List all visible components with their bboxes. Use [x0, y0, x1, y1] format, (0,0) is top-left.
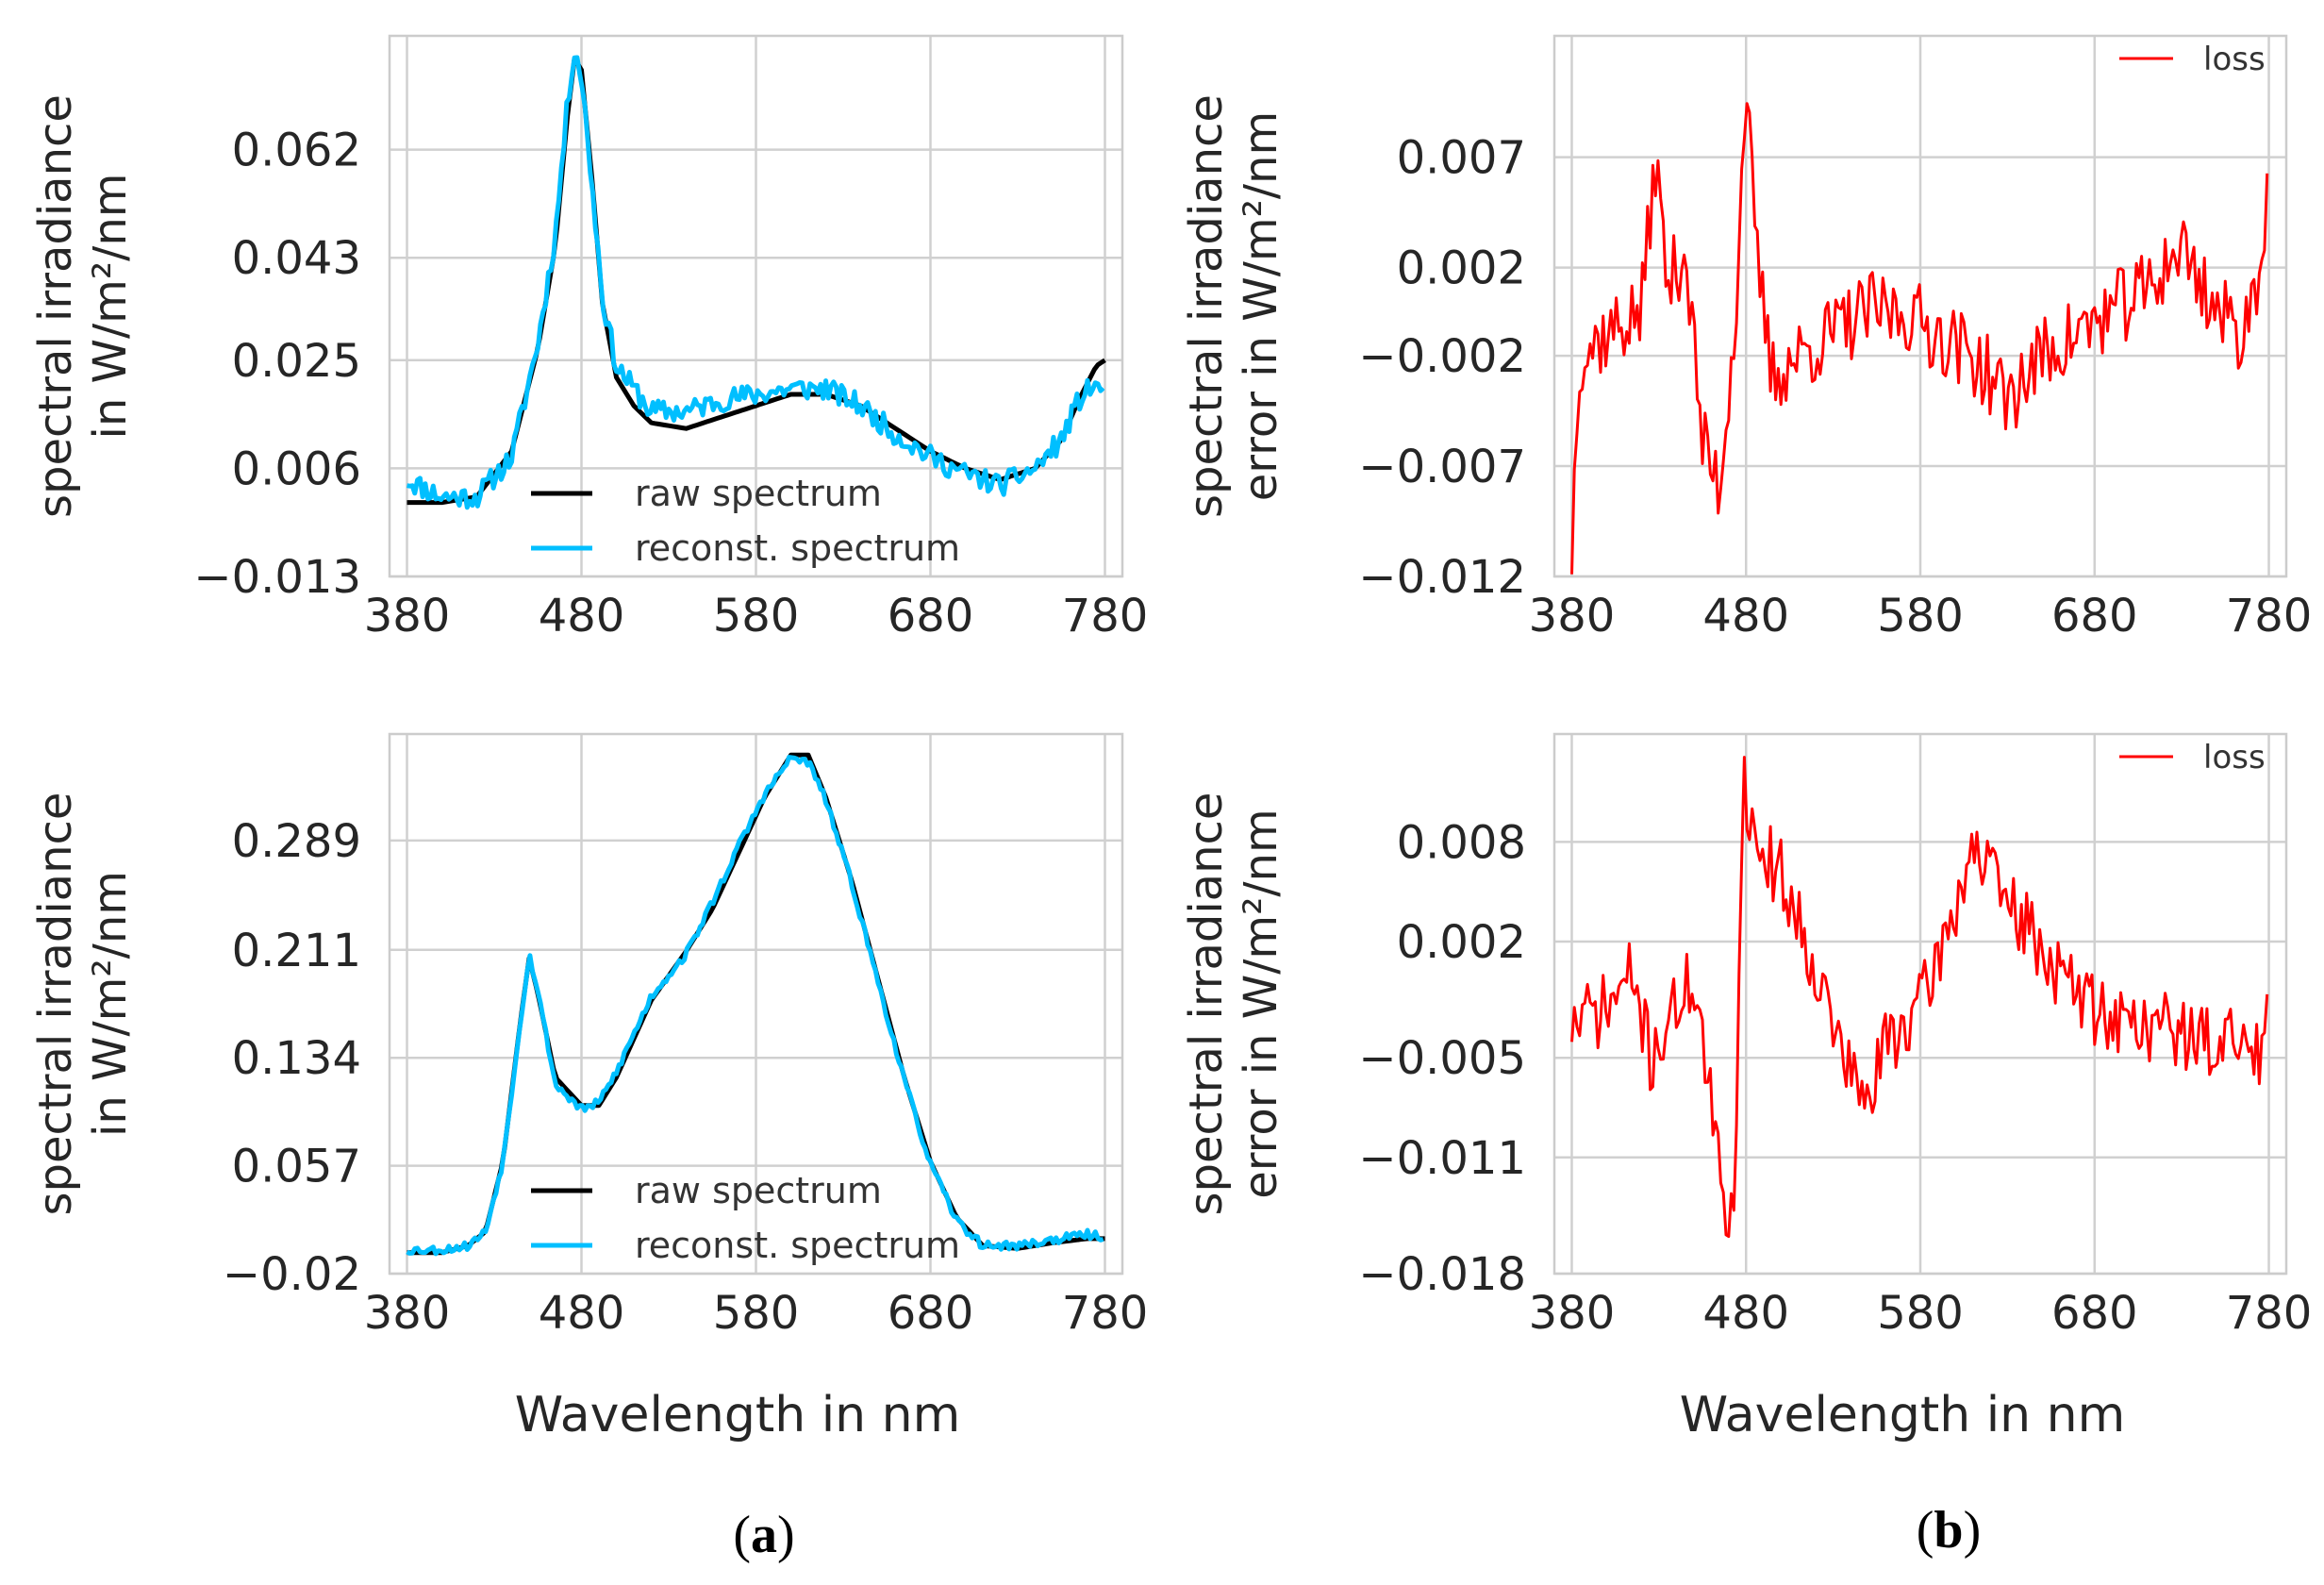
x-tick-label: 780	[1062, 1287, 1149, 1340]
y-tick-label: −0.005	[1358, 1032, 1526, 1085]
chart-b-top: 380 480 580 680 780 0.007 0.002 −0.002 −0.007 −0.…	[1180, 34, 2313, 642]
x-tick-label: 580	[713, 1287, 800, 1340]
y-axis-label: spectral irradiancein W/m²/nm	[29, 792, 137, 1216]
legend-label-reconst: reconst. spectrum	[635, 527, 960, 569]
legend-label-raw: raw spectrum	[635, 473, 882, 514]
y-axis-label: spectral irradiancein W/m²/nm	[29, 94, 137, 518]
y-tick-label: 0.289	[232, 815, 361, 868]
x-tick-label: 380	[364, 590, 451, 642]
legend-label-raw: raw spectrum	[635, 1170, 882, 1211]
y-tick-label: 0.007	[1397, 132, 1526, 185]
y-tick-label: 0.002	[1397, 916, 1526, 969]
series-line-loss	[1570, 756, 2269, 1239]
plot-frame	[388, 732, 1124, 1276]
x-tick-label: 480	[539, 590, 625, 642]
chart-b-bottom: 380 480 580 680 780 0.008 0.002 −0.005 −0.011 −0.…	[1180, 732, 2313, 1340]
y-tick-label: 0.025	[232, 335, 361, 388]
plot-frame	[388, 34, 1124, 578]
grid	[1554, 734, 2286, 1276]
x-tick-label: 480	[1702, 1287, 1789, 1340]
legend-label-loss: loss	[2203, 41, 2266, 78]
x-tick-label: 580	[713, 590, 800, 642]
y-tick-label: −0.007	[1358, 441, 1526, 493]
legend-label-loss: loss	[2203, 739, 2266, 776]
y-tick-label: −0.011	[1358, 1132, 1526, 1185]
y-tick-label: −0.002	[1358, 330, 1526, 383]
legend-label-reconst: reconst. spectrum	[635, 1225, 960, 1266]
panel-label-b: (b)	[1917, 1501, 1981, 1560]
series-line-reconst-spectrum	[406, 755, 1104, 1257]
legend: raw spectrum reconst. spectrum	[531, 1170, 960, 1266]
chart-a-top: 380 480 580 680 780 0.062 0.043 0.025 0.006 −0.01…	[29, 34, 1149, 642]
x-tick-label: 380	[1529, 1287, 1616, 1340]
y-tick-label: 0.062	[232, 125, 361, 177]
x-tick-label: 780	[2226, 590, 2313, 642]
x-tick-label: 580	[1877, 590, 1964, 642]
x-tick-label: 680	[888, 1287, 974, 1340]
x-tick-label: 780	[1062, 590, 1149, 642]
x-tick-label: 680	[888, 590, 974, 642]
x-tick-label: 480	[539, 1287, 625, 1340]
x-axis-label-right: Wavelength in nm	[1680, 1387, 2126, 1443]
y-tick-label: −0.012	[1358, 551, 1526, 604]
x-tick-label: 780	[2226, 1287, 2313, 1340]
legend: loss	[2119, 41, 2266, 78]
x-axis-label-left: Wavelength in nm	[515, 1387, 961, 1443]
series-line-reconst-spectrum	[407, 55, 1105, 510]
x-tick-label: 380	[1529, 590, 1616, 642]
y-tick-label: 0.002	[1397, 242, 1526, 295]
y-axis-label: spectral irradianceerror in W/m²/nm	[1180, 792, 1287, 1216]
y-tick-label: −0.013	[193, 551, 361, 604]
y-tick-label: 0.134	[232, 1032, 361, 1085]
x-tick-label: 680	[2051, 1287, 2138, 1340]
y-tick-label: 0.008	[1397, 816, 1526, 869]
y-tick-label: 0.211	[232, 925, 361, 977]
plot-frame	[1552, 34, 2288, 578]
series-line-loss	[1570, 102, 2269, 575]
panel-label-a: (a)	[733, 1506, 794, 1564]
x-tick-label: 480	[1702, 590, 1789, 642]
y-tick-label: 0.006	[232, 442, 361, 495]
x-tick-label: 380	[364, 1287, 451, 1340]
y-tick-label: −0.02	[223, 1248, 361, 1301]
plot-frame	[1552, 732, 2288, 1276]
y-tick-label: 0.057	[232, 1141, 361, 1193]
y-axis-label: spectral irradianceerror in W/m²/nm	[1180, 94, 1287, 518]
x-tick-label: 580	[1877, 1287, 1964, 1340]
x-tick-label: 680	[2051, 590, 2138, 642]
y-tick-label: 0.043	[232, 232, 361, 285]
legend: loss	[2119, 739, 2266, 776]
chart-a-bottom: 380 480 580 680 780 0.289 0.211 0.134 0.057 −0.02…	[29, 732, 1149, 1340]
legend: raw spectrum reconst. spectrum	[531, 473, 960, 569]
y-tick-label: −0.018	[1358, 1248, 1526, 1301]
